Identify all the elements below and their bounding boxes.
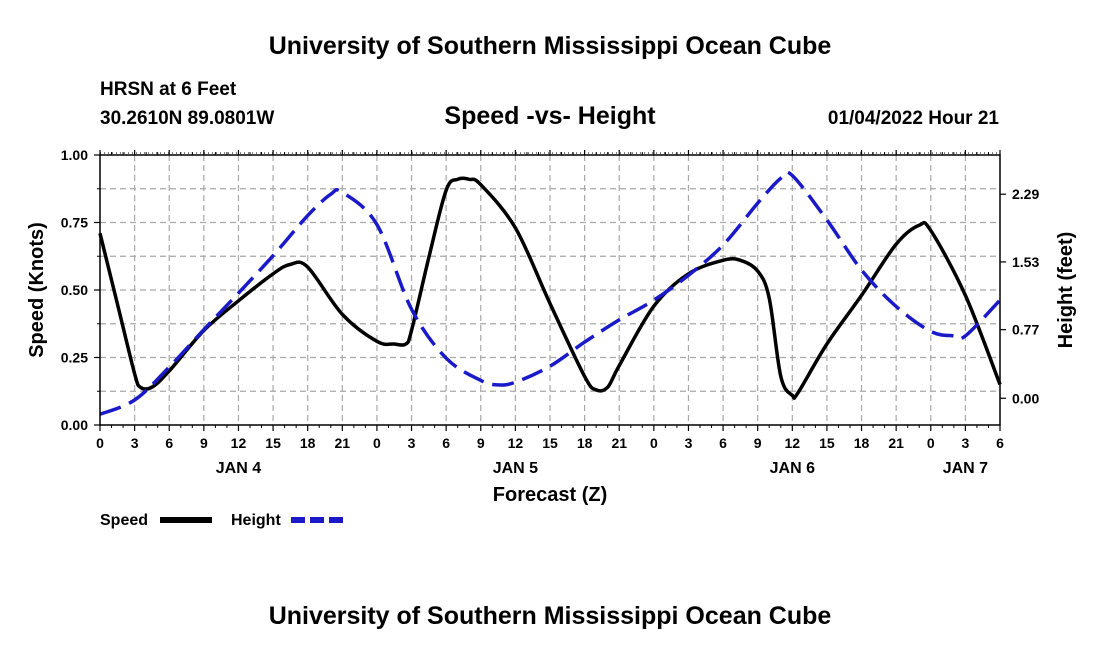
forecast-timestamp: 01/04/2022 Hour 21 — [828, 108, 1000, 129]
station-label: HRSN at 6 Feet — [100, 79, 237, 100]
x-tick-label: 3 — [408, 435, 416, 451]
y2-tick-label: 2.29 — [1012, 186, 1039, 202]
x-tick-label: 9 — [754, 435, 762, 451]
y2-tick-label: 0.77 — [1012, 322, 1039, 338]
footer-title: University of Southern Mississippi Ocean… — [269, 602, 832, 630]
y-tick-label: 0.25 — [61, 350, 88, 366]
x-tick-label: 12 — [785, 435, 801, 451]
page-title: University of Southern Mississippi Ocean… — [269, 32, 832, 60]
legend: Speed Height — [100, 512, 343, 529]
x-tick-label: 6 — [442, 435, 450, 451]
x-tick-label: 0 — [927, 435, 935, 451]
x-tick-label: 3 — [685, 435, 693, 451]
day-label: JAN 5 — [493, 460, 538, 477]
series-line-height — [99, 170, 1002, 416]
y-axis-title: Speed (Knots) — [26, 222, 48, 358]
x-tick-label: 18 — [577, 435, 593, 451]
x-tick-label: 9 — [477, 435, 485, 451]
plot-title: Speed -vs- Height — [444, 102, 656, 130]
x-tick-label: 21 — [888, 435, 904, 451]
x-tick-label: 12 — [508, 435, 524, 451]
x-tick-label: 21 — [611, 435, 627, 451]
y-tick-label: 0.50 — [61, 282, 88, 298]
series-layer — [98, 170, 1002, 416]
x-tick-label: 18 — [854, 435, 870, 451]
day-label: JAN 6 — [770, 460, 815, 477]
x-tick-label: 15 — [819, 435, 835, 451]
x-tick-label: 0 — [96, 435, 104, 451]
x-tick-label: 0 — [373, 435, 381, 451]
x-tick-label: 21 — [335, 435, 351, 451]
day-label: JAN 7 — [943, 460, 988, 477]
y2-axis-title: Height (feet) — [1055, 232, 1077, 349]
header: University of Southern Mississippi Ocean… — [100, 32, 999, 130]
axes: 0 3 6 9 12 15 18 21 0 3 6 9 12 15 18 21 0 3 6 9 12 15 18 21 0 3 6 0… — [61, 147, 1040, 477]
y-tick-label: 1.00 — [61, 147, 88, 163]
x-axis-title: Forecast (Z) — [493, 484, 607, 506]
x-tick-label: 15 — [542, 435, 558, 451]
series-line-speed — [98, 176, 1002, 400]
station-coords: 30.2610N 89.0801W — [100, 108, 274, 129]
y2-tick-label: 0.00 — [1012, 390, 1039, 406]
x-tick-label: 6 — [719, 435, 727, 451]
legend-height-label: Height — [231, 512, 281, 529]
x-tick-label: 3 — [131, 435, 139, 451]
x-tick-label: 9 — [200, 435, 208, 451]
y-tick-label: 0.00 — [61, 417, 88, 433]
legend-speed-label: Speed — [100, 512, 148, 529]
day-label: JAN 4 — [216, 460, 261, 477]
x-tick-label: 18 — [300, 435, 316, 451]
x-tick-label: 12 — [231, 435, 247, 451]
x-tick-label: 3 — [961, 435, 969, 451]
x-tick-label: 6 — [996, 435, 1004, 451]
y-tick-label: 0.75 — [61, 215, 88, 231]
x-tick-label: 15 — [265, 435, 281, 451]
x-tick-label: 0 — [650, 435, 658, 451]
x-tick-label: 6 — [165, 435, 173, 451]
y2-tick-label: 1.53 — [1012, 254, 1039, 270]
